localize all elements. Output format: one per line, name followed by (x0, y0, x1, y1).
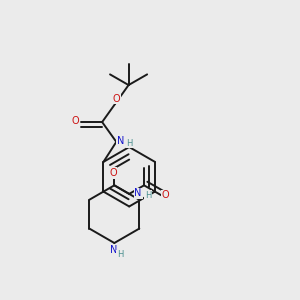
Text: H: H (117, 250, 124, 260)
Text: H: H (145, 191, 151, 200)
Text: O: O (109, 168, 117, 178)
Text: O: O (162, 190, 170, 200)
Text: N: N (110, 244, 117, 254)
Text: H: H (126, 139, 133, 148)
Text: N: N (134, 188, 142, 198)
Text: O: O (112, 94, 120, 103)
Text: N: N (117, 136, 124, 146)
Text: O: O (72, 116, 79, 127)
